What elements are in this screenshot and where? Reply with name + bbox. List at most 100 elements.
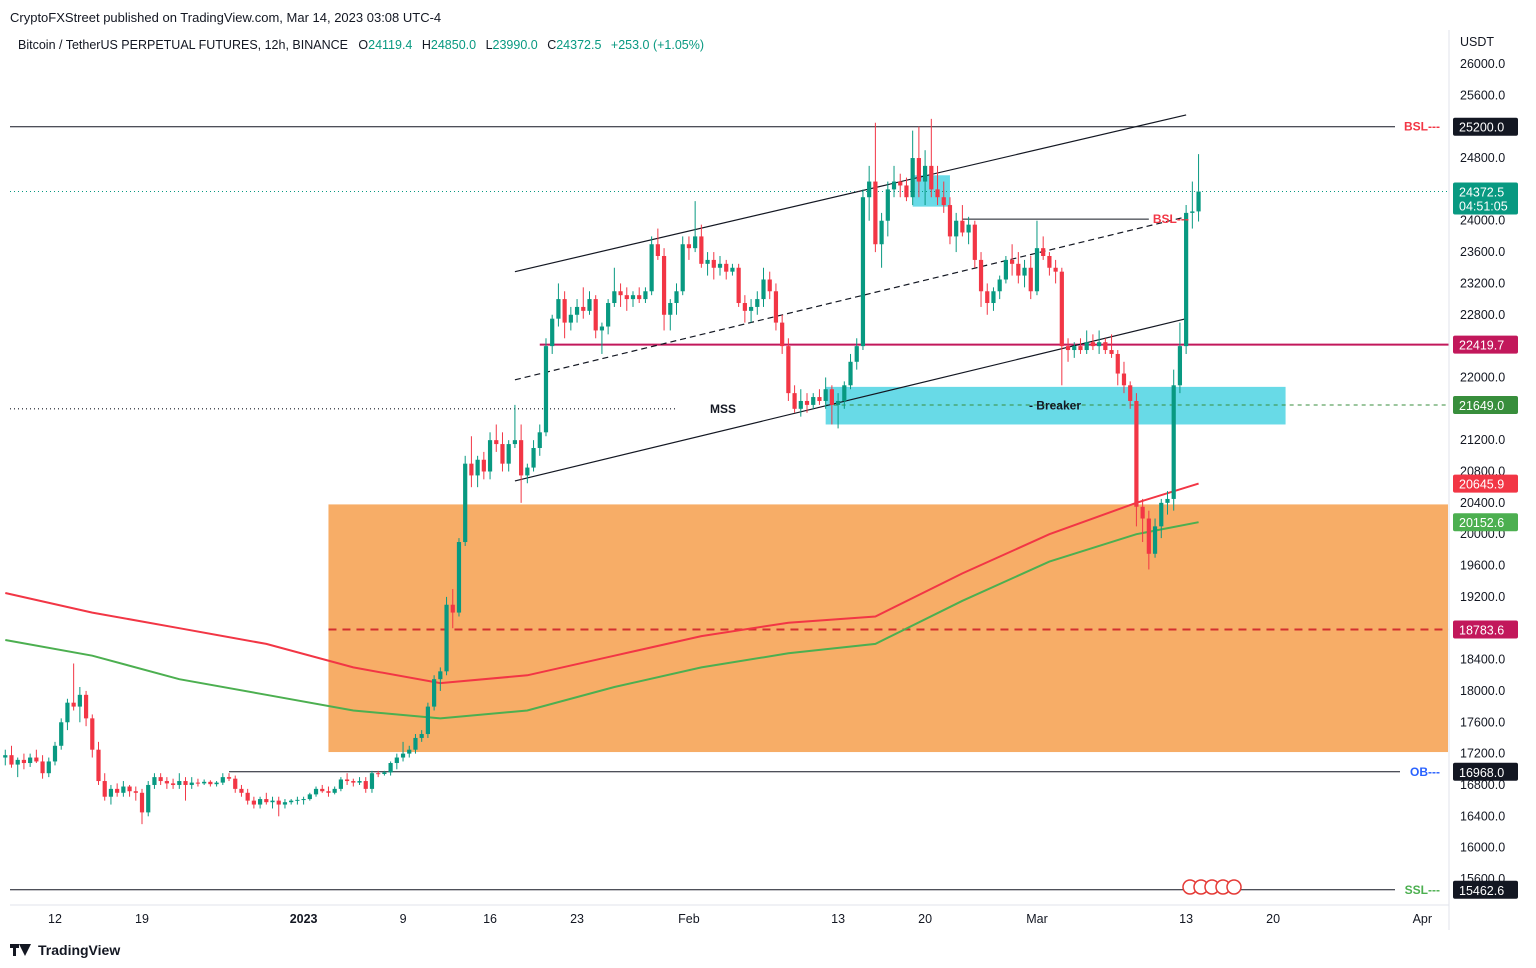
y-tick-label: 16400.0 [1460,809,1505,823]
candle-body [65,702,70,723]
candle-body [904,185,909,198]
candle-body [400,753,406,758]
candle-body [606,303,611,327]
candle-body [500,444,505,464]
candle-body [1059,271,1064,347]
y-tick-label: 25600.0 [1460,88,1505,102]
candle-body [593,299,598,331]
y-tick-label: 24800.0 [1460,151,1505,165]
candle-body [755,299,760,307]
candle-body [817,397,822,401]
candle-body [251,800,256,805]
candle-body [282,802,288,805]
candle-body [1171,385,1176,499]
candle-body [923,165,928,182]
candle-body [463,463,468,543]
candle-body [811,397,816,405]
candle-body [214,782,219,785]
candle-body [773,291,779,323]
tradingview-logo-icon [10,944,32,956]
candle-body [71,702,76,707]
candle-body [748,306,754,311]
x-tick-label: 2023 [290,912,318,926]
candle-body [506,444,511,464]
candle-body [1177,346,1183,386]
candle-body [108,788,114,797]
candle-body [804,400,810,405]
candle-body [686,244,692,249]
candle-body [519,440,524,476]
x-tick-label: 20 [1266,912,1280,926]
close-value: 24372.5 [556,38,602,52]
candle-body [170,783,176,785]
candle-body [599,326,605,331]
candle-body [947,205,953,237]
candle-body [487,440,493,472]
candle-body [1010,259,1015,264]
zone-cyan-breaker [825,386,1286,425]
candle-body [916,158,921,182]
price-tag [1453,117,1518,136]
candle-body [481,459,486,472]
candle-body [432,679,437,707]
x-tick-label: 19 [135,912,149,926]
y-tick-label: 16800.0 [1460,778,1505,792]
candle-body [183,781,188,785]
candle-body [736,267,741,304]
candle-body [661,255,667,315]
change-value: +253.0 (+1.05%) [610,38,705,52]
event-flag-icon[interactable] [1226,879,1242,895]
candle-body [115,788,120,793]
annotation-ssl: SSL--- [1405,883,1440,897]
price-tag-label: 18783.6 [1459,624,1504,638]
x-tick-label: 13 [1179,912,1193,926]
x-tick-label: 12 [48,912,62,926]
price-tag [1453,395,1518,414]
candle-body [270,800,275,803]
x-tick-label: Feb [678,912,700,926]
candle-body [438,671,443,680]
candle-body [1003,259,1008,280]
candle-body [320,788,325,792]
currency-label: USDT [1460,35,1494,49]
y-tick-label: 26000.0 [1460,57,1505,71]
x-tick-label: Apr [1413,912,1432,926]
candle-body [717,263,723,268]
candle-body [1128,385,1133,401]
candle-body [848,361,853,386]
candle-body [195,782,201,784]
candle-body [257,799,263,805]
candle-body [1184,212,1189,347]
annotation-breaker: - Breaker [1029,399,1081,413]
candle-body [873,181,878,245]
candle-body [1109,350,1114,354]
candle-body [1034,248,1040,292]
candle-body [469,463,474,476]
candle-body [202,781,207,784]
candle-body [562,299,567,323]
price-tag [1453,474,1518,493]
candle-body [891,181,897,190]
x-tick-label: Mar [1026,912,1048,926]
candle-body [711,259,716,268]
candle-body [885,189,890,221]
candle-body [724,263,729,272]
candle-body [668,303,673,315]
candle-body [301,799,306,801]
candle-body [649,244,654,292]
candle-body [52,745,58,762]
candle-body [1053,267,1058,272]
candle-body [494,440,499,445]
candle-body [655,244,660,256]
candle-body [854,346,859,362]
candle-body [910,158,915,198]
symbol-legend: Bitcoin / TetherUS PERPETUAL FUTURES, 12… [18,38,710,52]
annotation-mss: MSS [710,402,736,416]
candle-body [326,791,331,793]
price-tag-label: 20645.9 [1459,478,1504,492]
candle-body [624,295,629,300]
candle-body [525,467,530,476]
price-tag-label: 25200.0 [1459,121,1504,135]
candle-body [264,799,269,803]
